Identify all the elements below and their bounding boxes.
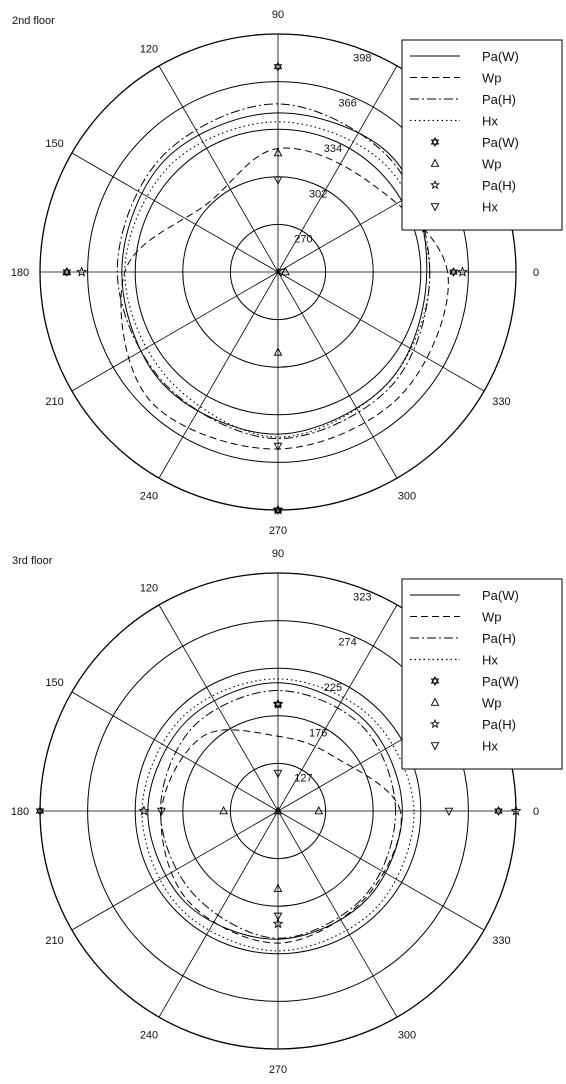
legend-marker-swatch [429,718,441,729]
legend-entry-label: Hx [482,653,498,668]
legend-box [401,578,563,770]
radial-tick-label: 225 [324,682,342,694]
legend-entry-label: Hx [482,114,498,129]
angle-tick-label: 0 [533,806,539,818]
radial-tick-label: 127 [294,773,312,785]
legend-marker-swatch [430,742,440,751]
legend-box [401,39,563,231]
polar-panel-1: 0306090120150180210240270300330270302334… [11,9,563,537]
legend-marker-swatch [430,203,440,212]
curve-hx [124,121,431,438]
marker-triangle-up [273,347,283,356]
angle-tick-label: 240 [140,490,158,502]
legend-marker-swatch [430,158,440,167]
radial-tick-label: 366 [338,98,356,110]
angle-tick-label: 330 [492,935,510,947]
marker-pentagram [272,698,284,709]
marker-triangle-up [273,806,283,815]
angle-tick-label: 120 [140,583,158,595]
legend-entry-label: Wp [482,71,502,86]
marker-hexagram [273,61,283,72]
marker-triangle-down [273,912,283,921]
angle-tick-label: 120 [140,44,158,56]
angle-tick-label: 180 [11,267,29,279]
curve-wp [120,147,449,450]
legend-entry-label: Pa(H) [482,631,516,646]
marker-hexagram [494,806,503,816]
legend-entry-label: Pa(W) [482,49,519,64]
marker-hexagram [449,267,458,277]
legend-entry-label: Hx [482,739,498,754]
radial-tick-label: 274 [338,637,356,649]
legend-entry-label: Wp [482,696,502,711]
legend-entry-label: Hx [482,200,498,215]
polar-panel-2: 0306090120150180210240270300330127176225… [11,548,563,1076]
curve-pa-w [121,112,428,435]
marker-triangle-down [444,807,454,816]
angle-tick-label: 270 [269,525,287,537]
marker-triangle-down [276,268,286,277]
marker-pentagram [456,266,468,277]
legend-entry-label: Pa(W) [482,135,519,150]
angle-tick-label: 150 [45,677,63,689]
radial-tick-label: 270 [294,234,312,246]
radial-tick-label: 398 [353,52,371,64]
grid-spoke [71,691,485,931]
angle-tick-label: 90 [272,9,284,21]
legend-entry-label: Pa(W) [482,674,519,689]
marker-triangle-down [157,807,166,816]
angle-tick-label: 150 [45,138,63,150]
curve-pa-h [159,690,397,939]
legend-marker-swatch [430,137,440,147]
legend-marker-swatch [429,179,441,190]
marker-triangle-up [273,883,283,892]
radial-tick-label: 302 [309,188,327,200]
panel-title: 3rd floor [12,555,53,567]
marker-triangle-up [219,806,228,815]
legend-entry-label: Pa(H) [482,178,516,193]
curve-pa-h [116,103,431,440]
curve-hx [141,678,415,952]
angle-tick-label: 240 [140,1029,158,1041]
angle-tick-label: 90 [272,548,284,560]
curve-wp [160,729,402,944]
marker-triangle-up [62,267,72,276]
radial-tick-label: 323 [353,591,371,603]
legend: Pa(W) Wp Pa(H) Hx Pa(W) Wp Pa(H) Hx [401,578,563,770]
marker-triangle-down [273,769,283,779]
legend-marker-swatch [430,697,440,706]
legend: Pa(W) Wp Pa(H) Hx Pa(W) Wp Pa(H) Hx [401,39,563,231]
angle-tick-label: 330 [492,396,510,408]
legend-entry-label: Pa(H) [482,717,516,732]
marker-pentagram [510,805,522,816]
angle-tick-label: 210 [45,396,63,408]
marker-pentagram [138,805,150,816]
legend-entry-label: Pa(W) [482,588,519,603]
marker-pentagram [272,504,284,515]
grid-spoke [71,152,485,392]
marker-triangle-up [273,148,283,157]
marker-triangle-up [314,806,324,815]
panel-title: 2nd floor [12,15,55,27]
marker-hexagram [35,806,45,816]
marker-pentagram [272,917,284,929]
angle-tick-label: 180 [11,806,29,818]
legend-entry-label: Pa(H) [482,92,516,107]
legend-entry-label: Wp [482,157,502,172]
angle-tick-label: 270 [269,1064,287,1076]
angle-tick-label: 0 [533,267,539,279]
radial-tick-label: 334 [324,143,342,155]
legend-entry-label: Wp [482,610,502,625]
marker-triangle-down [273,176,283,185]
angle-tick-label: 210 [45,935,63,947]
legend-marker-swatch [430,676,440,686]
angle-tick-label: 300 [398,490,416,502]
marker-pentagram [76,266,88,277]
marker-triangle-down [273,442,283,451]
angle-tick-label: 300 [398,1029,416,1041]
radial-tick-label: 176 [309,727,327,739]
